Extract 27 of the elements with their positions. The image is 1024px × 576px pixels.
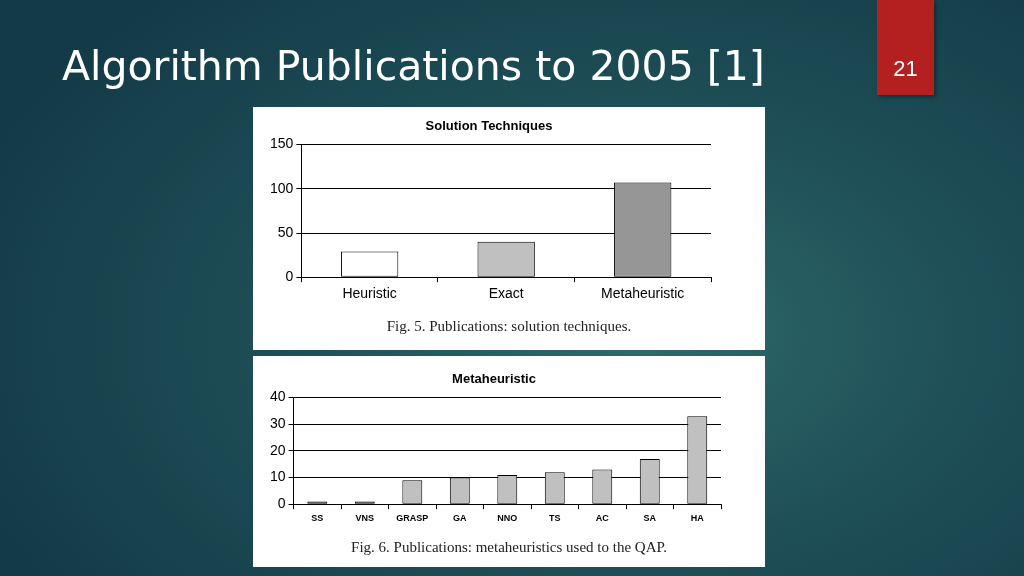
- y-tick-label: 10: [269, 468, 286, 485]
- y-tick-label: 150: [270, 135, 294, 152]
- y-tick-label: 0: [277, 495, 286, 512]
- chart-title: Metaheuristic: [452, 371, 536, 387]
- x-tick-label: HA: [690, 513, 705, 524]
- x-tick-label: NNO: [497, 513, 518, 524]
- y-tick-label: 20: [269, 441, 286, 458]
- caption: Fig. 6. Publications: metaheuristics used to the QAP.: [350, 539, 668, 556]
- chart-title: Solution Techniques: [425, 118, 553, 134]
- caption: Fig. 5. Publications: solution techniques.: [385, 318, 633, 335]
- text: Algorithm Publications to 2005 [1]: [62, 42, 765, 90]
- x-tick-label: Heuristic: [342, 285, 397, 302]
- x-tick-label: GA: [453, 513, 468, 524]
- page-tab: 21: [877, 0, 934, 95]
- x-tick-label: AC: [595, 513, 610, 524]
- x-tick-label: TS: [549, 513, 561, 524]
- y-tick-label: 100: [270, 179, 294, 196]
- y-tick-label: 30: [269, 415, 286, 432]
- x-tick-label: SS: [311, 513, 324, 524]
- y-tick-label: 0: [285, 268, 294, 285]
- x-tick-label: Exact: [488, 285, 524, 302]
- y-tick-label: 50: [277, 223, 294, 240]
- x-tick-label: Metaheuristic: [601, 285, 685, 302]
- y-tick-label: 40: [269, 388, 286, 405]
- x-tick-label: SA: [643, 513, 657, 524]
- x-tick-label: VNS: [355, 513, 375, 524]
- x-tick-label: GRASP: [396, 513, 429, 524]
